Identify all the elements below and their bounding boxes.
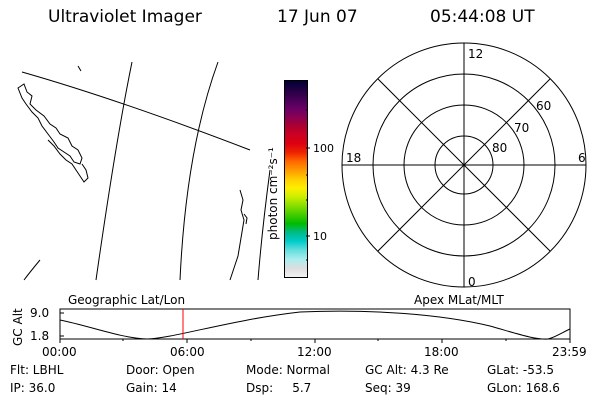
x-tick-1800: 18:00 [424, 345, 459, 359]
lat-line [21, 71, 251, 151]
colorbar-gradient [285, 81, 307, 277]
glat-status: GLat: -53.5 [487, 363, 554, 377]
lon-line-2 [179, 61, 219, 281]
mlt-label-6: 6 [578, 151, 586, 165]
lon-line-3 [257, 169, 271, 281]
gain-status: Gain: 14 [126, 381, 177, 395]
x-tick-0000: 00:00 [42, 345, 77, 359]
altitude-curve [59, 310, 571, 340]
geographic-title: Geographic Lat/Lon [68, 293, 186, 307]
y-axis-label: GC Alt [11, 308, 25, 346]
gc-alt-status: GC Alt: 4.3 Re [365, 363, 449, 377]
mlat-label-70: 70 [514, 121, 529, 135]
coastline-south [47, 139, 89, 183]
colorbar-unit-label: photon cm⁻²s⁻¹ [266, 147, 280, 240]
colorbar [284, 80, 308, 278]
seq-status: Seq: 39 [365, 381, 411, 395]
coastline-mark [77, 65, 82, 72]
lon-line-0 [23, 259, 41, 281]
colorbar-tick-100: 100 [313, 142, 334, 155]
instrument-title: Ultraviolet Imager [48, 7, 202, 27]
ip-status: IP: 36.0 [10, 381, 56, 395]
x-tick-1200: 12:00 [297, 345, 332, 359]
coastline-north [17, 83, 83, 165]
mlt-label-0: 0 [468, 275, 476, 289]
apex-title: Apex MLat/MLT [414, 293, 504, 307]
mlt-label-18: 18 [346, 151, 361, 165]
x-tick-2359: 23:59 [552, 345, 587, 359]
mlat-label-60: 60 [536, 99, 551, 113]
mlt-label-12: 12 [468, 47, 483, 61]
date-label: 17 Jun 07 [277, 7, 358, 27]
y-tick-top: 9.0 [30, 306, 49, 320]
dsp-status: Dsp: 5.7 [246, 381, 312, 395]
filter-status: Flt: LBHL [10, 363, 64, 377]
lon-line-1 [95, 61, 133, 281]
glon-status: GLon: 168.6 [487, 381, 560, 395]
time-label: 05:44:08 UT [430, 7, 535, 27]
mlat-label-80: 80 [492, 141, 507, 155]
colorbar-tick-10: 10 [313, 230, 327, 243]
x-tick-0600: 06:00 [170, 345, 205, 359]
coastline-east [229, 189, 245, 281]
door-status: Door: Open [126, 363, 195, 377]
coastline-east-2 [243, 213, 248, 225]
mode-status: Mode: Normal [246, 363, 330, 377]
y-tick-bottom: 1.8 [30, 329, 49, 343]
